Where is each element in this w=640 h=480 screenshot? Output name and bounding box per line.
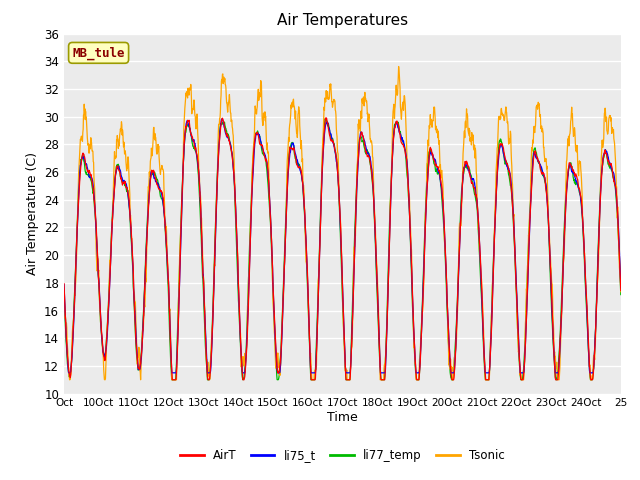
li75_t [445, 327, 452, 333]
li77_temp [445, 342, 452, 348]
Tsonic [160, 185, 168, 191]
Line: li75_t: li75_t [64, 119, 621, 373]
AirT [168, 377, 176, 383]
li75_t [312, 349, 320, 355]
li75_t [617, 285, 625, 290]
li77_temp [70, 293, 78, 299]
Line: AirT: AirT [64, 118, 621, 380]
AirT [582, 280, 589, 286]
Line: li77_temp: li77_temp [64, 119, 621, 380]
AirT [160, 200, 168, 206]
AirT [60, 281, 68, 287]
AirT [346, 377, 353, 383]
li77_temp [346, 377, 353, 383]
li75_t [219, 116, 227, 121]
Tsonic [71, 291, 79, 297]
AirT [322, 115, 330, 121]
AirT [70, 299, 78, 304]
Line: Tsonic: Tsonic [64, 67, 621, 380]
Tsonic [582, 282, 589, 288]
Tsonic [395, 64, 403, 70]
li75_t [160, 209, 168, 215]
Tsonic [312, 366, 320, 372]
li77_temp [168, 377, 176, 383]
Tsonic [445, 342, 452, 348]
AirT [312, 359, 320, 365]
Tsonic [346, 377, 353, 383]
li75_t [60, 282, 68, 288]
li77_temp [312, 350, 320, 356]
AirT [617, 288, 625, 293]
li75_t [346, 370, 353, 376]
li77_temp [582, 288, 589, 294]
Text: MB_tule: MB_tule [72, 46, 125, 60]
Tsonic [66, 377, 74, 383]
Tsonic [617, 289, 625, 295]
li77_temp [617, 292, 625, 298]
Tsonic [60, 287, 68, 293]
li75_t [582, 281, 589, 287]
Y-axis label: Air Temperature (C): Air Temperature (C) [26, 152, 38, 275]
li77_temp [60, 290, 68, 296]
li77_temp [321, 116, 329, 121]
AirT [445, 326, 452, 332]
li75_t [65, 370, 73, 376]
Legend: AirT, li75_t, li77_temp, Tsonic: AirT, li75_t, li77_temp, Tsonic [175, 444, 509, 467]
Title: Air Temperatures: Air Temperatures [277, 13, 408, 28]
li77_temp [160, 204, 168, 209]
li75_t [71, 290, 79, 296]
X-axis label: Time: Time [327, 411, 358, 424]
